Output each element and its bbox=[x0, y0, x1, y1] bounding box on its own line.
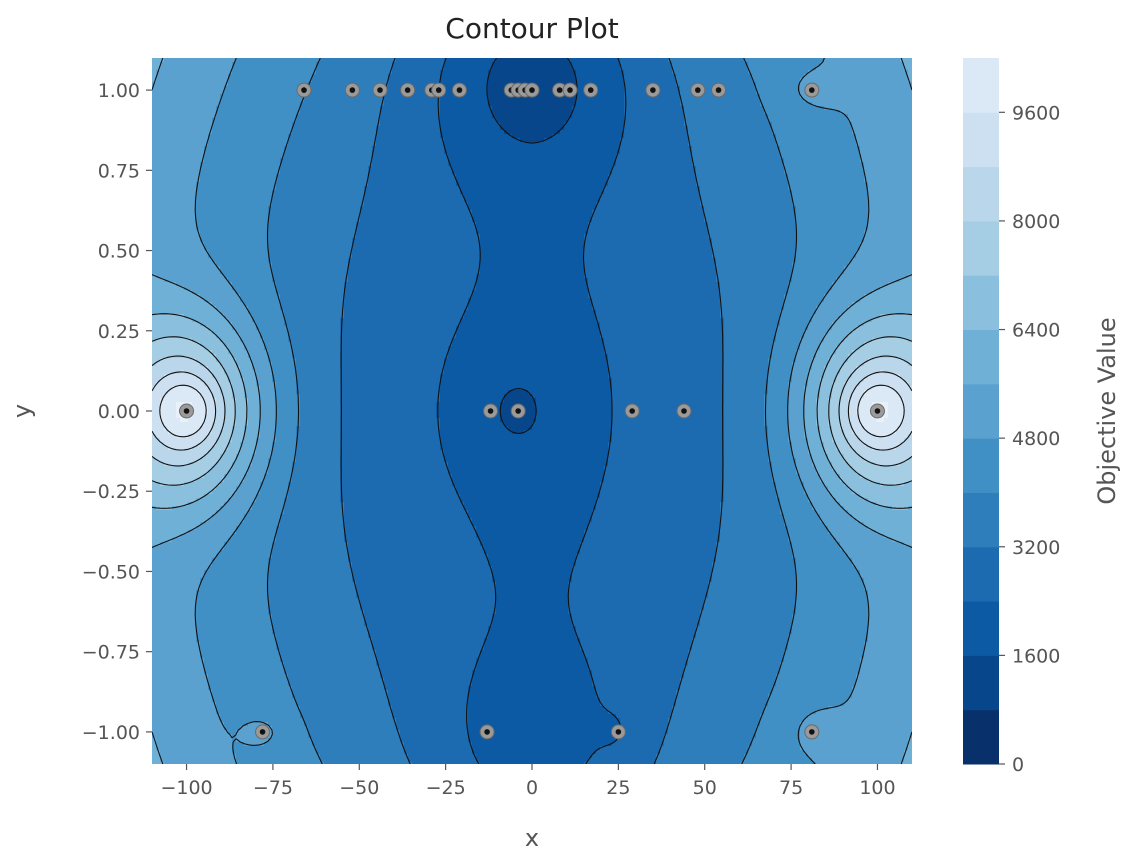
colorbar-tick-label: 4800 bbox=[1012, 428, 1060, 450]
colorbar-tick-label: 6400 bbox=[1012, 320, 1060, 342]
x-axis: −100 −75 −50 −25 0 25 50 75 100 bbox=[160, 764, 895, 799]
sample-point bbox=[297, 83, 311, 97]
colorbar-band bbox=[963, 710, 999, 765]
x-tick-label: 100 bbox=[859, 777, 895, 799]
plot-area bbox=[152, 58, 913, 767]
y-tick-label: −0.25 bbox=[82, 481, 140, 503]
x-tick-label: 25 bbox=[606, 777, 630, 799]
sample-point bbox=[256, 725, 270, 739]
x-axis-title: x bbox=[525, 824, 539, 852]
x-tick-label: 75 bbox=[779, 777, 803, 799]
sample-point bbox=[525, 83, 539, 97]
colorbar-band bbox=[963, 221, 999, 276]
colorbar-ticks: 0 1600 3200 4800 6400 8000 9600 bbox=[999, 102, 1060, 776]
colorbar-band bbox=[963, 655, 999, 710]
sample-point bbox=[691, 83, 705, 97]
sample-point bbox=[805, 83, 819, 97]
colorbar-band bbox=[963, 438, 999, 493]
sample-point bbox=[480, 725, 494, 739]
colorbar-tick-label: 0 bbox=[1012, 754, 1024, 776]
sample-point bbox=[373, 83, 387, 97]
x-tick-label: −25 bbox=[426, 777, 466, 799]
y-tick-label: −1.00 bbox=[82, 722, 140, 744]
colorbar-band bbox=[963, 167, 999, 222]
x-tick-label: 50 bbox=[693, 777, 717, 799]
sample-point bbox=[452, 83, 466, 97]
sample-point bbox=[563, 83, 577, 97]
x-tick-label: 0 bbox=[526, 777, 538, 799]
colorbar-tick-label: 8000 bbox=[1012, 211, 1060, 233]
colorbar-tick-label: 3200 bbox=[1012, 537, 1060, 559]
colorbar-band bbox=[963, 492, 999, 547]
colorbar-title: Objective Value bbox=[1093, 317, 1121, 504]
colorbar-tick-label: 1600 bbox=[1012, 645, 1060, 667]
y-axis-title: y bbox=[8, 404, 36, 418]
colorbar-band bbox=[963, 547, 999, 602]
chart-title: Contour Plot bbox=[445, 12, 618, 45]
sample-point bbox=[484, 404, 498, 418]
sample-point bbox=[511, 404, 525, 418]
y-tick-label: 0.25 bbox=[98, 321, 140, 343]
x-tick-label: −75 bbox=[253, 777, 293, 799]
colorbar-band bbox=[963, 330, 999, 385]
y-axis: 1.00 0.75 0.50 0.25 0.00 −0.25 −0.50 −0.75 −1.00 bbox=[82, 80, 152, 744]
colorbar-band bbox=[963, 384, 999, 439]
sample-point bbox=[646, 83, 660, 97]
colorbar-band bbox=[963, 112, 999, 167]
sample-point bbox=[584, 83, 598, 97]
sample-point bbox=[625, 404, 639, 418]
sample-point bbox=[432, 83, 446, 97]
sample-point bbox=[401, 83, 415, 97]
colorbar-band bbox=[963, 58, 999, 113]
sample-point bbox=[805, 725, 819, 739]
sample-point bbox=[870, 404, 884, 418]
y-tick-label: 0.50 bbox=[98, 241, 140, 263]
sample-point bbox=[345, 83, 359, 97]
contour-fill bbox=[152, 58, 913, 767]
y-tick-label: −0.50 bbox=[82, 561, 140, 583]
y-tick-label: 0.00 bbox=[98, 401, 140, 423]
y-tick-label: 0.75 bbox=[98, 160, 140, 182]
x-tick-label: −100 bbox=[160, 777, 212, 799]
sample-point bbox=[611, 725, 625, 739]
y-tick-label: 1.00 bbox=[98, 80, 140, 102]
x-tick-label: −50 bbox=[339, 777, 379, 799]
colorbar bbox=[963, 58, 999, 765]
sample-point bbox=[677, 404, 691, 418]
colorbar-tick-label: 9600 bbox=[1012, 102, 1060, 124]
sample-point bbox=[712, 83, 726, 97]
y-tick-label: −0.75 bbox=[82, 642, 140, 664]
colorbar-band bbox=[963, 275, 999, 330]
sample-point bbox=[180, 404, 194, 418]
colorbar-band bbox=[963, 601, 999, 656]
